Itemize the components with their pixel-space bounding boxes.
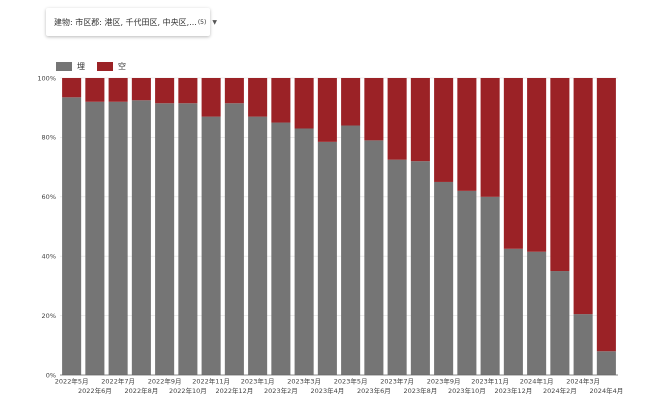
bar-vacant bbox=[457, 78, 477, 191]
bar-occupied bbox=[248, 116, 268, 376]
x-tick-label: 2023年2月 bbox=[264, 386, 298, 395]
bar-occupied bbox=[550, 271, 570, 375]
bar-vacant bbox=[62, 78, 82, 98]
bar-occupied bbox=[410, 161, 430, 375]
bar-occupied bbox=[294, 128, 314, 375]
bar-vacant bbox=[131, 78, 151, 101]
bar-vacant bbox=[480, 78, 500, 197]
x-tick-label: 2023年10月 bbox=[448, 386, 486, 395]
bar-vacant bbox=[85, 78, 105, 102]
y-tick-label: 60% bbox=[42, 193, 56, 201]
x-tick-label: 2023年1月 bbox=[241, 377, 275, 386]
x-tick-label: 2022年12月 bbox=[215, 386, 253, 395]
bar-vacant bbox=[178, 78, 198, 104]
bar-occupied bbox=[503, 248, 523, 375]
bar-vacant bbox=[503, 78, 523, 249]
bar-occupied bbox=[480, 196, 500, 375]
y-tick-label: 0% bbox=[46, 371, 56, 379]
bar-occupied bbox=[155, 103, 175, 376]
x-tick-label: 2022年8月 bbox=[125, 386, 159, 395]
x-tick-label: 2023年11月 bbox=[471, 377, 509, 386]
x-tick-label: 2023年9月 bbox=[427, 377, 461, 386]
bar-occupied bbox=[108, 101, 128, 375]
x-tick-label: 2022年9月 bbox=[148, 377, 182, 386]
bar-vacant bbox=[596, 78, 616, 352]
x-tick-label: 2023年8月 bbox=[404, 386, 438, 395]
x-tick-label: 2022年7月 bbox=[101, 377, 135, 386]
bar-occupied bbox=[317, 141, 337, 375]
bar-occupied bbox=[224, 103, 244, 376]
bar-occupied bbox=[62, 97, 82, 376]
bar-vacant bbox=[201, 78, 221, 117]
bar-occupied bbox=[573, 314, 593, 375]
bar-occupied bbox=[434, 181, 454, 375]
bar-occupied bbox=[131, 100, 151, 376]
legend-item-vacant[interactable]: 空 bbox=[97, 61, 126, 72]
y-tick-label: 40% bbox=[42, 253, 56, 261]
filter-label: 建物: 市区郡: 港区, 千代田区, 中央区,... bbox=[54, 17, 197, 27]
legend-item-occupied[interactable]: 埋 bbox=[56, 61, 85, 72]
x-tick-label: 2023年3月 bbox=[287, 377, 321, 386]
chevron-down-icon: ▼ bbox=[212, 18, 217, 26]
x-tick-label: 2024年3月 bbox=[566, 377, 600, 386]
building-filter-dropdown[interactable]: 建物: 市区郡: 港区, 千代田区, 中央区,... (5) ▼ bbox=[46, 8, 217, 36]
bar-occupied bbox=[596, 351, 616, 375]
bar-vacant bbox=[294, 78, 314, 129]
chart-legend: 埋 空 bbox=[56, 60, 138, 72]
x-tick-label: 2023年4月 bbox=[311, 386, 345, 395]
bar-vacant bbox=[364, 78, 384, 141]
x-tick-label: 2024年4月 bbox=[590, 386, 624, 395]
x-tick-label: 2023年5月 bbox=[334, 377, 368, 386]
bar-occupied bbox=[387, 159, 407, 375]
filter-count: (5) bbox=[197, 18, 207, 26]
legend-label-vacant: 空 bbox=[118, 61, 126, 71]
x-tick-label: 2022年6月 bbox=[78, 386, 112, 395]
bar-vacant bbox=[550, 78, 570, 272]
legend-swatch-vacant bbox=[97, 61, 113, 71]
x-tick-label: 2024年2月 bbox=[543, 386, 577, 395]
bar-vacant bbox=[387, 78, 407, 160]
bar-occupied bbox=[271, 122, 291, 375]
x-tick-label: 2022年11月 bbox=[192, 377, 230, 386]
x-tick-label: 2024年1月 bbox=[520, 377, 554, 386]
x-tick-label: 2023年12月 bbox=[494, 386, 532, 395]
x-tick-label: 2023年7月 bbox=[380, 377, 414, 386]
bar-vacant bbox=[248, 78, 268, 117]
bar-occupied bbox=[457, 190, 477, 375]
bar-vacant bbox=[341, 78, 361, 126]
y-tick-label: 80% bbox=[42, 134, 56, 142]
y-tick-label: 20% bbox=[42, 312, 56, 320]
x-tick-label: 2022年5月 bbox=[55, 377, 89, 386]
legend-label-occupied: 埋 bbox=[77, 61, 85, 71]
bar-occupied bbox=[85, 101, 105, 375]
bar-vacant bbox=[155, 78, 175, 104]
bar-occupied bbox=[364, 140, 384, 375]
bar-vacant bbox=[573, 78, 593, 315]
bar-vacant bbox=[317, 78, 337, 142]
bar-vacant bbox=[410, 78, 430, 162]
bar-vacant bbox=[224, 78, 244, 104]
bar-occupied bbox=[178, 103, 198, 376]
y-tick-label: 100% bbox=[37, 74, 56, 82]
bar-occupied bbox=[201, 116, 221, 376]
bar-vacant bbox=[108, 78, 128, 102]
x-tick-label: 2022年10月 bbox=[169, 386, 207, 395]
bar-occupied bbox=[341, 125, 361, 376]
bar-vacant bbox=[434, 78, 454, 182]
x-tick-label: 2023年6月 bbox=[357, 386, 391, 395]
bar-vacant bbox=[271, 78, 291, 123]
bar-vacant bbox=[527, 78, 547, 252]
legend-swatch-occupied bbox=[56, 61, 72, 71]
bar-occupied bbox=[527, 251, 547, 375]
